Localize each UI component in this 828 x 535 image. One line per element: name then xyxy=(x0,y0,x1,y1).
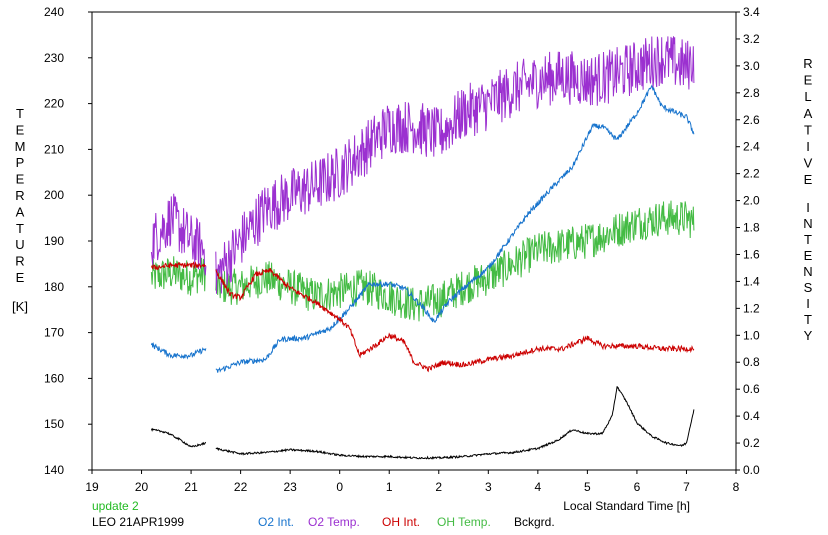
right-axis-letter: I xyxy=(806,139,810,154)
left-axis-letter: E xyxy=(16,172,25,187)
right-tick-label: 3.4 xyxy=(743,5,760,19)
x-tick-label: 21 xyxy=(184,480,198,494)
left-axis-letter: T xyxy=(16,221,24,236)
update-annotation: update 2 xyxy=(92,499,139,513)
series-line-bckgrd xyxy=(150,386,695,460)
x-tick-label: 19 xyxy=(85,480,99,494)
left-tick-label: 240 xyxy=(44,5,64,19)
series-line-oh-temp xyxy=(150,200,695,322)
left-axis-letter: E xyxy=(16,122,25,137)
right-axis-letter: L xyxy=(804,89,811,104)
series-layer xyxy=(150,36,695,460)
right-axis-letter: T xyxy=(804,122,812,137)
right-tick-label: 0.0 xyxy=(743,463,760,477)
right-axis-ticks: 0.0 0.2 0.4 0.6 0.8 1.0 1.2 1.4 1.6 1.8 2.0 2.2 2.4 2… xyxy=(736,5,760,477)
right-tick-label: 1.0 xyxy=(743,328,760,342)
right-axis-letter: R xyxy=(803,56,812,71)
right-axis-letter: I xyxy=(806,296,810,311)
x-tick-label: 1 xyxy=(386,480,393,494)
right-tick-label: 1.4 xyxy=(743,274,760,288)
x-tick-label: 4 xyxy=(535,480,542,494)
left-axis-letter: R xyxy=(15,254,24,269)
left-tick-label: 140 xyxy=(44,463,64,477)
x-tick-label: 2 xyxy=(435,480,442,494)
left-tick-label: 220 xyxy=(44,97,64,111)
right-tick-label: 0.8 xyxy=(743,355,760,369)
series-line-oh-int xyxy=(150,261,695,373)
x-axis-label: Local Standard Time [h] xyxy=(563,499,690,513)
x-tick-label: 20 xyxy=(135,480,149,494)
left-axis-letter: T xyxy=(16,106,24,121)
right-axis-letter: S xyxy=(804,280,813,295)
left-tick-label: 210 xyxy=(44,142,64,156)
right-tick-label: 2.0 xyxy=(743,194,760,208)
right-tick-label: 1.8 xyxy=(743,221,760,235)
right-tick-label: 2.8 xyxy=(743,86,760,100)
left-axis-ticks: 140 150 160 170 180 190 200 210 220 230 240 xyxy=(44,5,92,477)
x-tick-label: 6 xyxy=(634,480,641,494)
right-axis-letter: V xyxy=(804,156,813,171)
right-tick-label: 1.6 xyxy=(743,247,760,261)
left-axis-letter: U xyxy=(15,237,24,252)
legend-entry: Bckgrd. xyxy=(514,515,555,529)
right-tick-label: 2.2 xyxy=(743,167,760,181)
left-tick-label: 160 xyxy=(44,371,64,385)
left-tick-label: 230 xyxy=(44,51,64,65)
series-line-o2-int xyxy=(150,84,695,373)
x-tick-label: 0 xyxy=(336,480,343,494)
right-axis-letter: E xyxy=(804,248,813,263)
left-axis-letter: P xyxy=(16,155,25,170)
legend-entry: O2 Temp. xyxy=(308,515,360,529)
right-axis-letter: T xyxy=(804,312,812,327)
right-tick-label: 3.0 xyxy=(743,59,760,73)
x-tick-label: 8 xyxy=(733,480,740,494)
right-axis-letter: A xyxy=(804,106,813,121)
right-axis-letter: I xyxy=(806,200,810,215)
left-axis-unit: [K] xyxy=(12,299,28,314)
x-tick-label: 5 xyxy=(584,480,591,494)
right-axis-letter: T xyxy=(804,232,812,247)
legend-entry: OH Temp. xyxy=(437,515,491,529)
right-tick-label: 0.2 xyxy=(743,436,760,450)
left-axis-letter: E xyxy=(16,270,25,285)
legend: O2 Int. O2 Temp. OH Int. OH Temp. Bckgrd. xyxy=(258,515,555,529)
legend-entry: O2 Int. xyxy=(258,515,294,529)
right-axis-letter: E xyxy=(804,73,813,88)
left-tick-label: 170 xyxy=(44,326,64,340)
x-tick-label: 7 xyxy=(683,480,690,494)
station-annotation: LEO 21APR1999 xyxy=(92,515,184,529)
left-tick-label: 200 xyxy=(44,188,64,202)
right-axis-letter: N xyxy=(803,216,812,231)
right-tick-label: 0.6 xyxy=(743,382,760,396)
right-tick-label: 2.4 xyxy=(743,140,760,154)
right-axis-letter: Y xyxy=(804,328,813,343)
x-tick-label: 22 xyxy=(234,480,248,494)
left-axis-letter: R xyxy=(15,188,24,203)
left-axis-letter: M xyxy=(15,139,26,154)
right-tick-label: 0.4 xyxy=(743,409,760,423)
left-tick-label: 180 xyxy=(44,280,64,294)
right-tick-label: 1.2 xyxy=(743,301,760,315)
left-tick-label: 150 xyxy=(44,417,64,431)
legend-entry: OH Int. xyxy=(382,515,420,529)
right-tick-label: 2.6 xyxy=(743,113,760,127)
left-tick-label: 190 xyxy=(44,234,64,248)
x-tick-label: 3 xyxy=(485,480,492,494)
right-tick-label: 3.2 xyxy=(743,32,760,46)
right-axis-letter: E xyxy=(804,172,813,187)
series-line-o2-temp xyxy=(150,36,695,294)
x-tick-label: 23 xyxy=(283,480,297,494)
left-axis-letter: A xyxy=(16,204,25,219)
right-axis-letter: N xyxy=(803,264,812,279)
x-axis-ticks: 19 20 21 22 23 0 1 2 3 4 5 6 7 8 xyxy=(85,470,740,494)
